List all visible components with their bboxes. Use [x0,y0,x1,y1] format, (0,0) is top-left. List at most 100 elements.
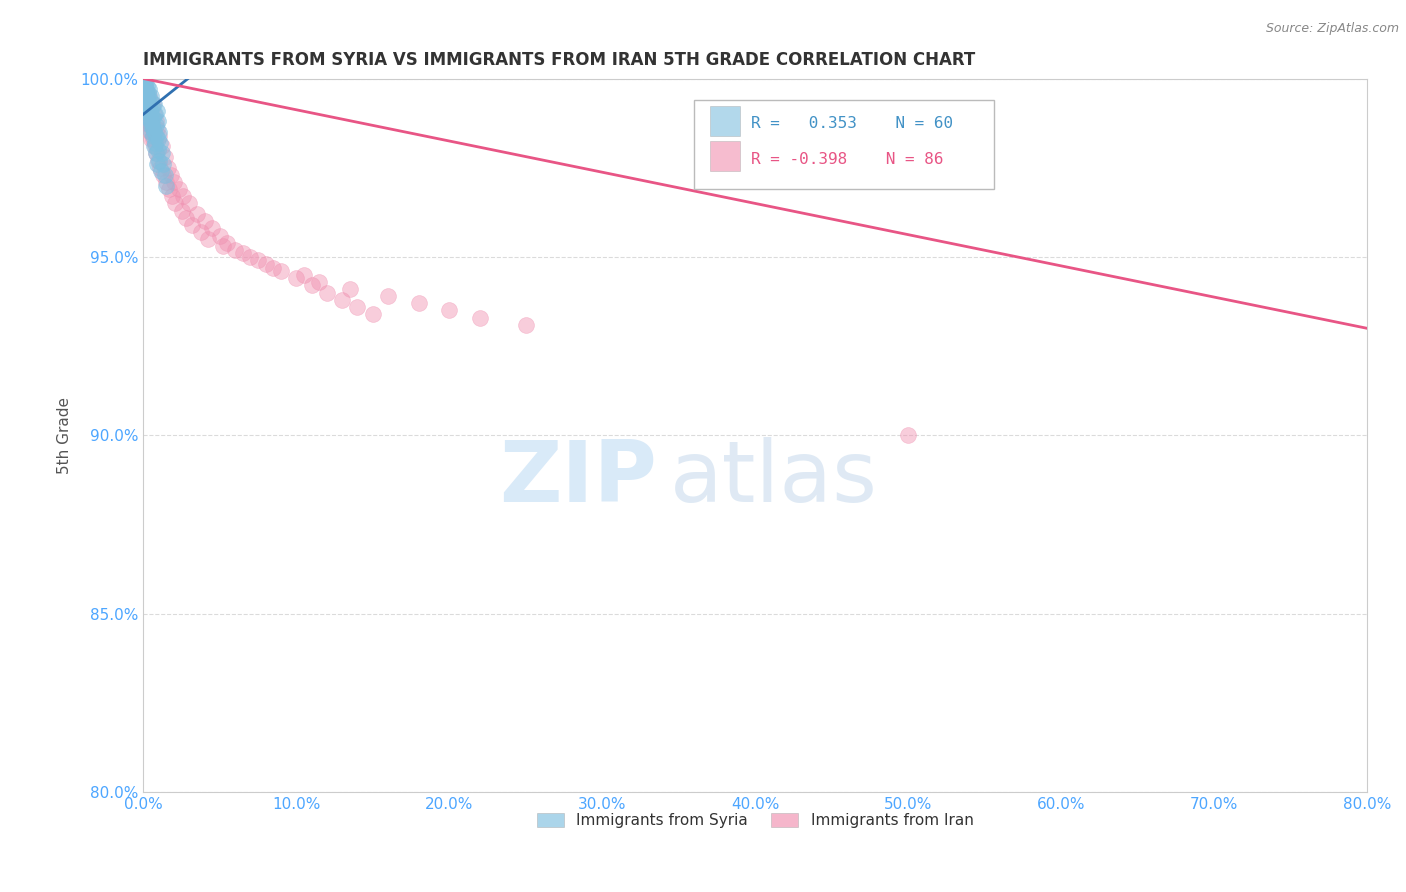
Point [143,139,166,153]
Point [152,157,174,171]
Point [134,86,156,100]
Point [134,86,156,100]
Point [146,157,169,171]
Point [136,100,159,114]
Point [136,103,159,118]
Point [143,136,166,150]
Point [145,118,167,132]
Point [134,82,156,96]
Point [408,296,430,310]
Point [143,96,166,111]
Point [134,78,156,93]
Point [136,100,159,114]
Point [148,125,170,139]
Y-axis label: 5th Grade: 5th Grade [58,397,72,474]
Point [143,125,166,139]
Point [212,239,235,253]
Point [145,114,167,128]
Point [142,132,165,146]
Point [139,125,162,139]
Point [134,75,156,89]
Point [135,86,157,100]
Point [141,118,163,132]
Point [136,78,159,93]
Point [139,132,162,146]
Point [141,125,163,139]
Point [136,96,159,111]
Point [143,107,166,121]
Point [135,86,157,100]
Point [139,114,162,128]
Bar [710,141,741,171]
Point [174,211,197,225]
Point [193,214,215,228]
Point [138,107,160,121]
Point [136,100,159,114]
Point [135,89,157,103]
Point [149,161,172,175]
Point [160,168,183,182]
Point [138,89,160,103]
Point [439,303,461,318]
Point [142,121,165,136]
Point [153,168,176,182]
Point [134,82,156,96]
Point [148,128,170,143]
Text: ZIP: ZIP [499,436,657,519]
Point [135,96,157,111]
Point [139,93,162,107]
Point [308,275,330,289]
Point [285,271,308,285]
Point [134,89,156,103]
Point [270,264,292,278]
Point [138,96,160,111]
Point [217,235,239,250]
Point [155,175,177,189]
Point [146,114,169,128]
Point [224,243,246,257]
Point [201,221,224,235]
Point [179,196,201,211]
Point [152,168,174,182]
Point [515,318,537,332]
Text: atlas: atlas [669,436,877,519]
Point [156,161,179,175]
Point [139,125,162,139]
Point [134,78,156,93]
Point [136,100,159,114]
Point [197,232,219,246]
Point [167,182,190,196]
Point [135,82,157,96]
Point [139,89,162,103]
Point [145,146,167,161]
Point [142,139,165,153]
Point [146,132,169,146]
Point [134,75,156,89]
Point [139,111,162,125]
Text: R =   0.353    N = 60: R = 0.353 N = 60 [751,116,953,131]
Point [897,428,920,442]
Point [208,228,231,243]
Point [135,96,157,111]
Point [141,107,163,121]
Point [136,107,159,121]
Point [148,143,170,157]
Point [148,153,170,168]
Point [145,128,167,143]
Point [141,96,163,111]
Point [254,257,277,271]
Text: Source: ZipAtlas.com: Source: ZipAtlas.com [1265,22,1399,36]
Point [165,196,187,211]
Point [361,307,384,321]
Point [134,82,156,96]
Point [138,118,160,132]
Point [232,246,254,260]
Point [138,96,160,111]
Point [146,103,169,118]
Point [239,250,262,264]
Point [134,78,156,93]
Point [181,218,204,232]
Point [139,118,162,132]
Text: IMMIGRANTS FROM SYRIA VS IMMIGRANTS FROM IRAN 5TH GRADE CORRELATION CHART: IMMIGRANTS FROM SYRIA VS IMMIGRANTS FROM… [143,51,976,69]
Point [135,86,157,100]
